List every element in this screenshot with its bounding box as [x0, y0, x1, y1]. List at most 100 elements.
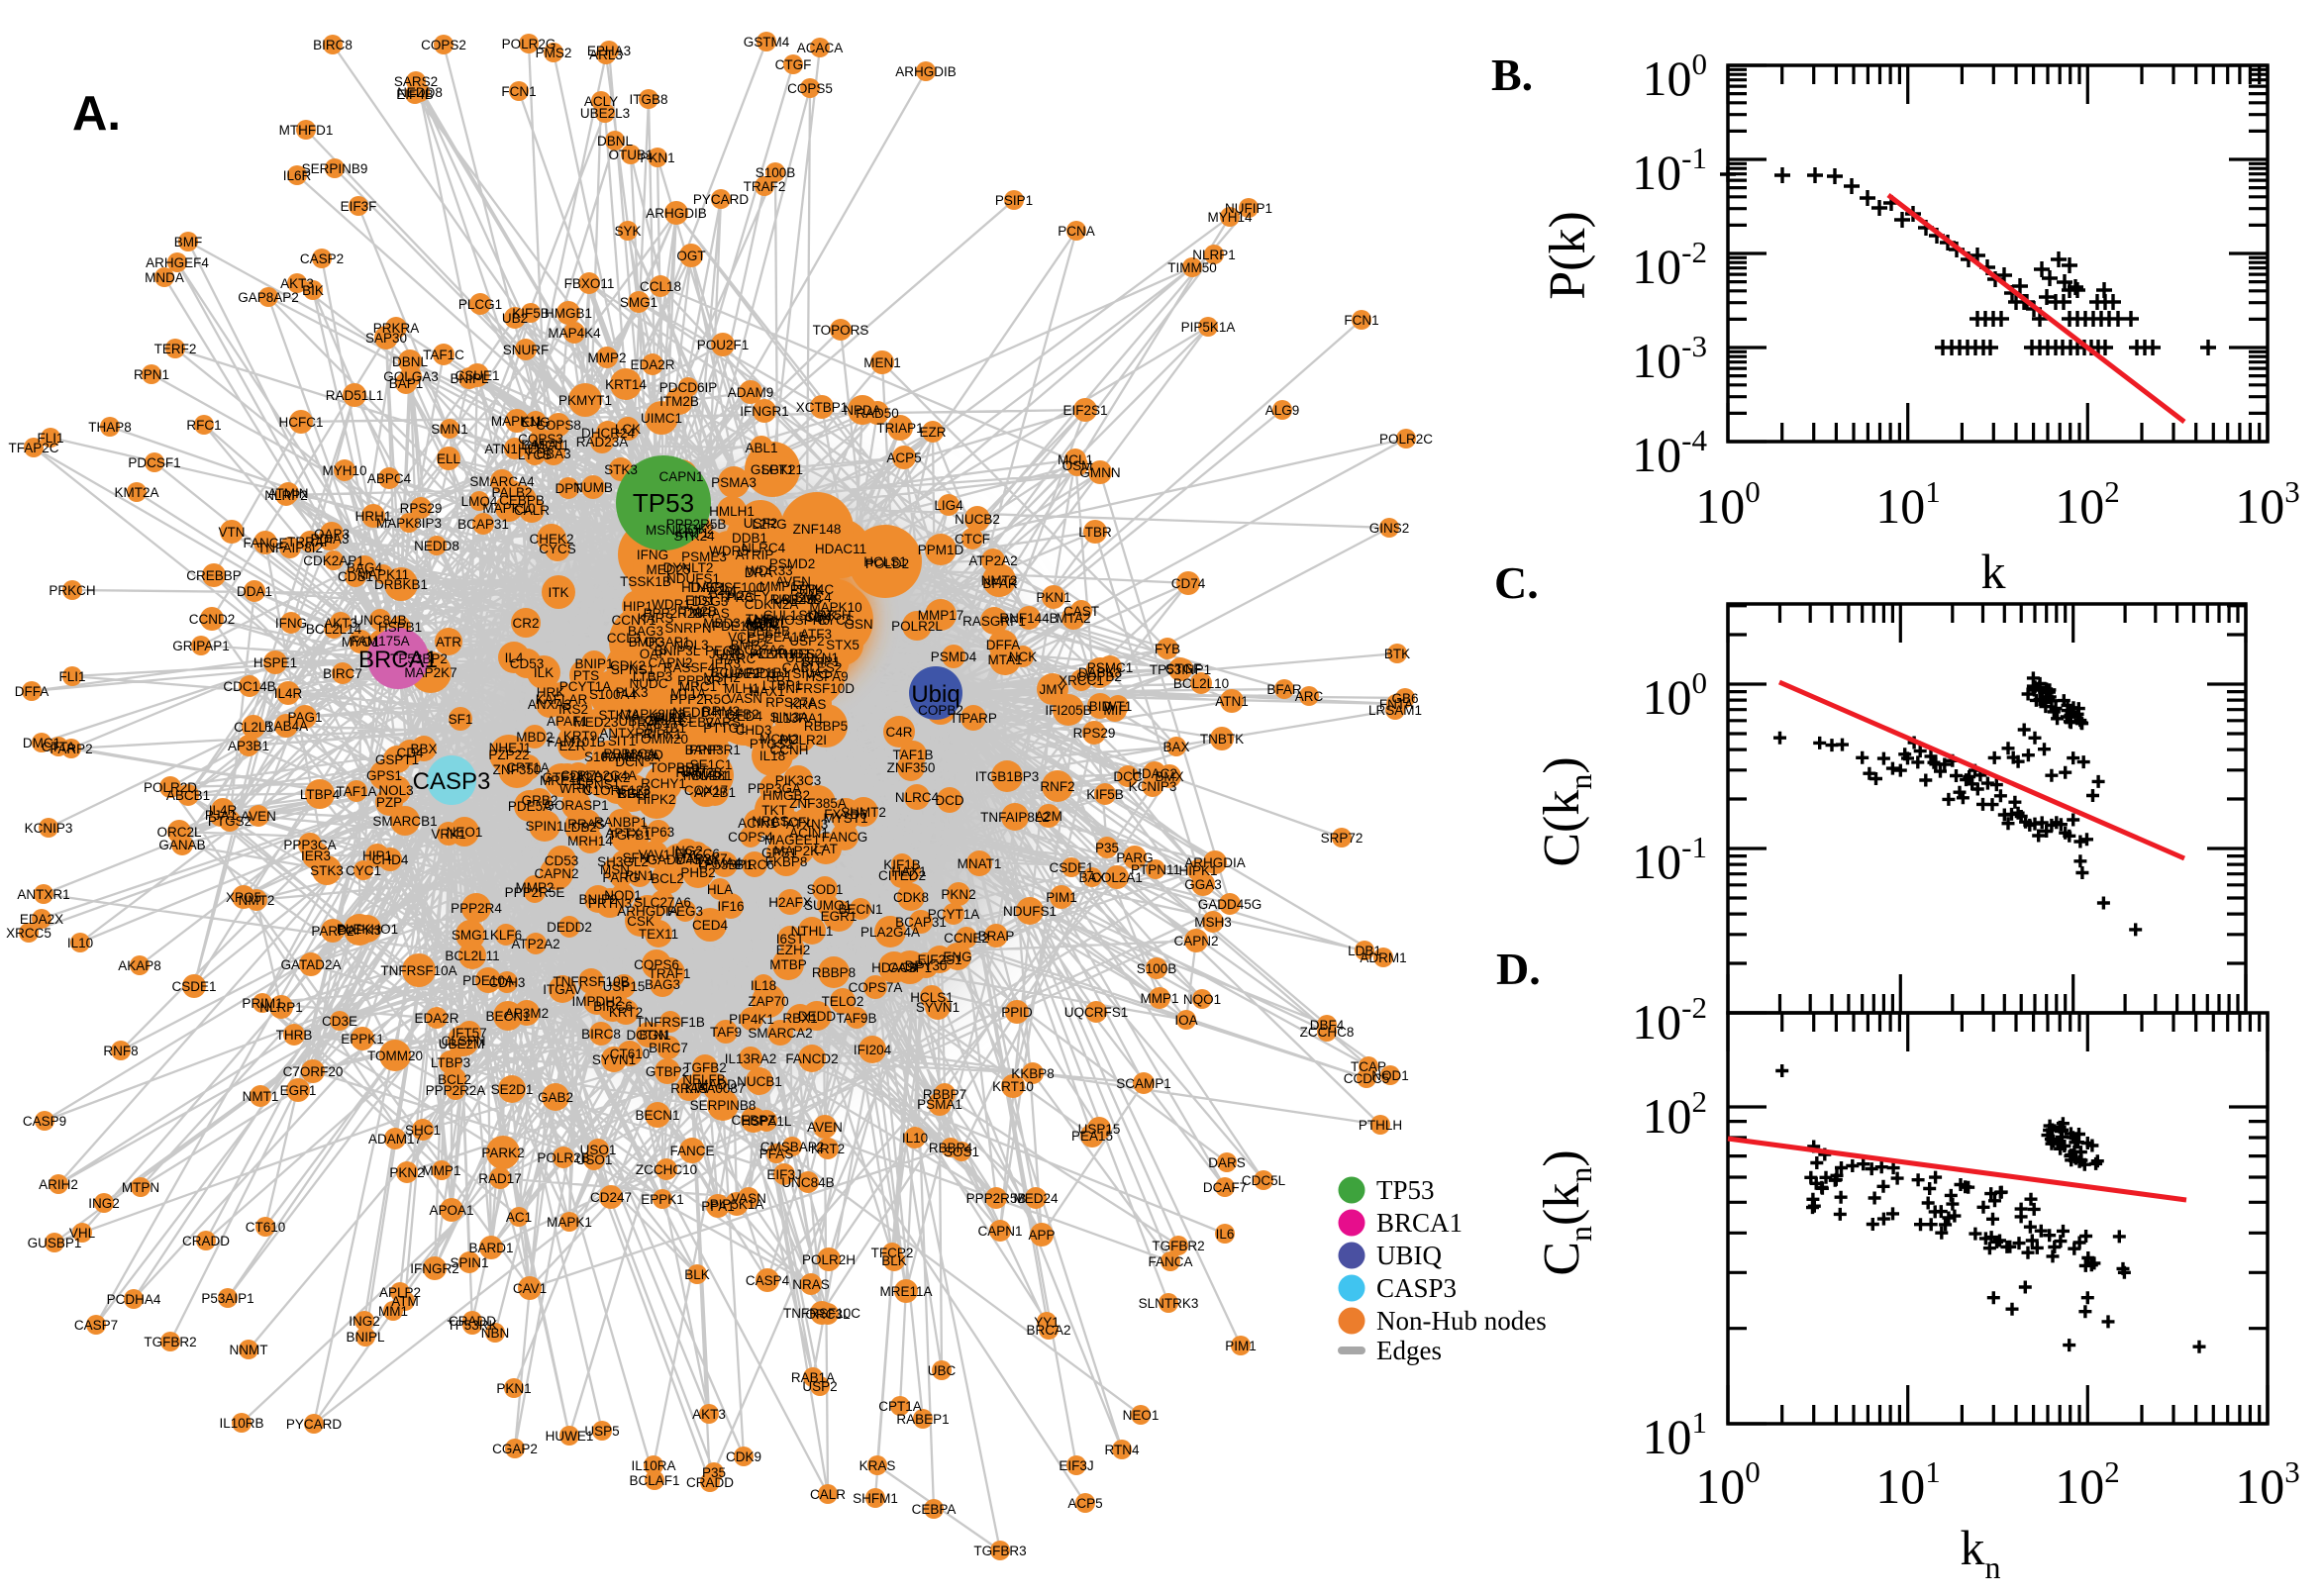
svg-text:MBD2: MBD2 [516, 730, 554, 745]
svg-text:STK3: STK3 [604, 462, 638, 477]
svg-text:CDS1: CDS1 [338, 569, 373, 584]
svg-text:DCC: DCC [1113, 769, 1142, 784]
svg-text:ATRIP: ATRIP [736, 548, 774, 562]
svg-text:FLI1: FLI1 [37, 431, 63, 446]
svg-text:PTTG1: PTTG1 [703, 721, 747, 736]
svg-text:BMX: BMX [1155, 769, 1183, 784]
svg-text:WT1: WT1 [1104, 699, 1133, 714]
svg-text:PARC: PARC [720, 651, 757, 666]
svg-text:MRH14: MRH14 [567, 834, 613, 848]
svg-text:PTHLH: PTHLH [1359, 1118, 1402, 1133]
svg-text:IL6R: IL6R [283, 168, 312, 183]
svg-text:SUMO1: SUMO1 [804, 898, 852, 913]
svg-text:BAX: BAX [1078, 870, 1105, 885]
svg-text:SNURF: SNURF [503, 343, 550, 357]
svg-text:BFAR: BFAR [982, 576, 1018, 591]
svg-text:TP53INP1: TP53INP1 [1150, 662, 1211, 677]
svg-text:GORASP1: GORASP1 [544, 798, 608, 813]
svg-text:BGN: BGN [618, 786, 647, 801]
svg-text:MAPK1: MAPK1 [547, 1215, 592, 1230]
svg-text:UBE4B: UBE4B [772, 592, 816, 607]
svg-text:SHC1: SHC1 [405, 1123, 441, 1138]
svg-text:TGFB2: TGFB2 [716, 707, 759, 722]
svg-text:IL6: IL6 [1216, 1227, 1235, 1242]
svg-text:HUWE1: HUWE1 [546, 1429, 594, 1444]
svg-text:ACACA: ACACA [797, 41, 844, 55]
svg-text:YY1: YY1 [1034, 1315, 1060, 1330]
svg-text:EIF3J: EIF3J [766, 1167, 801, 1182]
svg-text:P53AIP1: P53AIP1 [201, 1291, 253, 1306]
svg-text:CAPN1: CAPN1 [977, 1224, 1022, 1239]
svg-text:SMARCA2: SMARCA2 [748, 1026, 812, 1041]
svg-text:PKN2: PKN2 [941, 887, 975, 902]
svg-text:FNTA: FNTA [1379, 697, 1413, 712]
svg-text:ATP2A2: ATP2A2 [511, 937, 559, 951]
svg-text:CMSBAP2: CMSBAP2 [760, 1140, 825, 1154]
svg-text:SMG1: SMG1 [620, 295, 657, 310]
svg-text:TP53: TP53 [633, 488, 694, 518]
svg-text:MAPK8IP3: MAPK8IP3 [376, 516, 442, 531]
svg-text:EPPK1: EPPK1 [341, 1032, 384, 1047]
svg-text:NELFB: NELFB [682, 1072, 726, 1087]
svg-text:RPS27A: RPS27A [765, 695, 817, 710]
svg-text:GUSBP1: GUSBP1 [28, 1236, 82, 1250]
svg-text:TNBTK: TNBTK [1200, 732, 1244, 747]
svg-text:WDR5: WDR5 [709, 544, 749, 558]
svg-text:MED25: MED25 [646, 562, 690, 577]
svg-text:DPY30: DPY30 [905, 958, 948, 973]
svg-text:P(k): P(k) [1540, 211, 1596, 300]
svg-text:GATAD2A: GATAD2A [280, 957, 341, 972]
svg-text:WDR1: WDR1 [652, 597, 691, 612]
svg-text:POLR2B: POLR2B [537, 1150, 589, 1165]
svg-text:MM1: MM1 [378, 1304, 408, 1319]
svg-text:CAV1: CAV1 [513, 1281, 547, 1296]
svg-text:RRAS: RRAS [567, 817, 605, 832]
svg-text:LCK: LCK [615, 422, 641, 437]
svg-text:IL10: IL10 [902, 1131, 928, 1146]
svg-text:BMP2: BMP2 [731, 638, 767, 652]
svg-text:ARC: ARC [1295, 689, 1324, 704]
svg-text:CABLES2: CABLES2 [782, 660, 843, 675]
svg-text:CGAP2: CGAP2 [492, 1442, 538, 1456]
svg-text:AP1B1: AP1B1 [748, 665, 789, 680]
svg-text:CSDE1: CSDE1 [1049, 860, 1093, 875]
svg-text:MTPN: MTPN [122, 1180, 159, 1195]
svg-text:USO1: USO1 [576, 1152, 613, 1167]
svg-text:CR2: CR2 [512, 616, 539, 631]
svg-text:IMPDH2: IMPDH2 [571, 994, 622, 1009]
svg-text:LTBP3: LTBP3 [633, 669, 672, 684]
svg-text:CTTA: CTTA [42, 740, 75, 754]
svg-text:ITGB1BP3: ITGB1BP3 [975, 769, 1040, 784]
svg-text:KCNIP3: KCNIP3 [1129, 779, 1177, 794]
svg-text:MBD3: MBD3 [703, 616, 741, 631]
svg-text:ATXN3: ATXN3 [786, 817, 829, 832]
svg-text:SMARCA4: SMARCA4 [469, 474, 535, 489]
svg-text:TCEB2: TCEB2 [670, 715, 714, 730]
svg-text:NOD1: NOD1 [1371, 1068, 1409, 1083]
svg-text:CREBBP: CREBBP [186, 568, 242, 583]
svg-text:KKBP8: KKBP8 [1011, 1066, 1055, 1081]
svg-text:SUPT5H: SUPT5H [798, 608, 851, 623]
svg-text:10-3: 10-3 [1632, 329, 1707, 388]
svg-text:PSME3: PSME3 [681, 549, 727, 564]
svg-text:NLRP1: NLRP1 [259, 1000, 303, 1015]
svg-text:AP3B1: AP3B1 [228, 739, 269, 753]
svg-text:MPHOSPH6: MPHOSPH6 [755, 613, 830, 628]
svg-text:CDK7: CDK7 [560, 768, 596, 783]
svg-text:COPS6: COPS6 [634, 957, 679, 972]
svg-text:CDC5L: CDC5L [1242, 1173, 1286, 1188]
svg-text:VASN: VASN [731, 1191, 766, 1206]
svg-text:PYCARD: PYCARD [286, 1417, 343, 1432]
svg-text:RAB1A: RAB1A [791, 1370, 835, 1385]
svg-text:MAP2K7: MAP2K7 [404, 665, 456, 680]
svg-text:ENG: ENG [943, 949, 971, 964]
svg-text:COL2A1: COL2A1 [1091, 870, 1143, 885]
svg-text:TAF1C: TAF1C [423, 348, 464, 362]
svg-text:UBQLN1: UBQLN1 [785, 650, 839, 665]
svg-text:WRN: WRN [559, 781, 591, 796]
svg-text:P35: P35 [702, 1465, 726, 1480]
svg-text:POLR2D: POLR2D [144, 780, 197, 795]
svg-text:CHEK2: CHEK2 [529, 532, 573, 547]
svg-text:BARD1: BARD1 [468, 1241, 513, 1255]
svg-text:PDIA3: PDIA3 [310, 532, 349, 547]
